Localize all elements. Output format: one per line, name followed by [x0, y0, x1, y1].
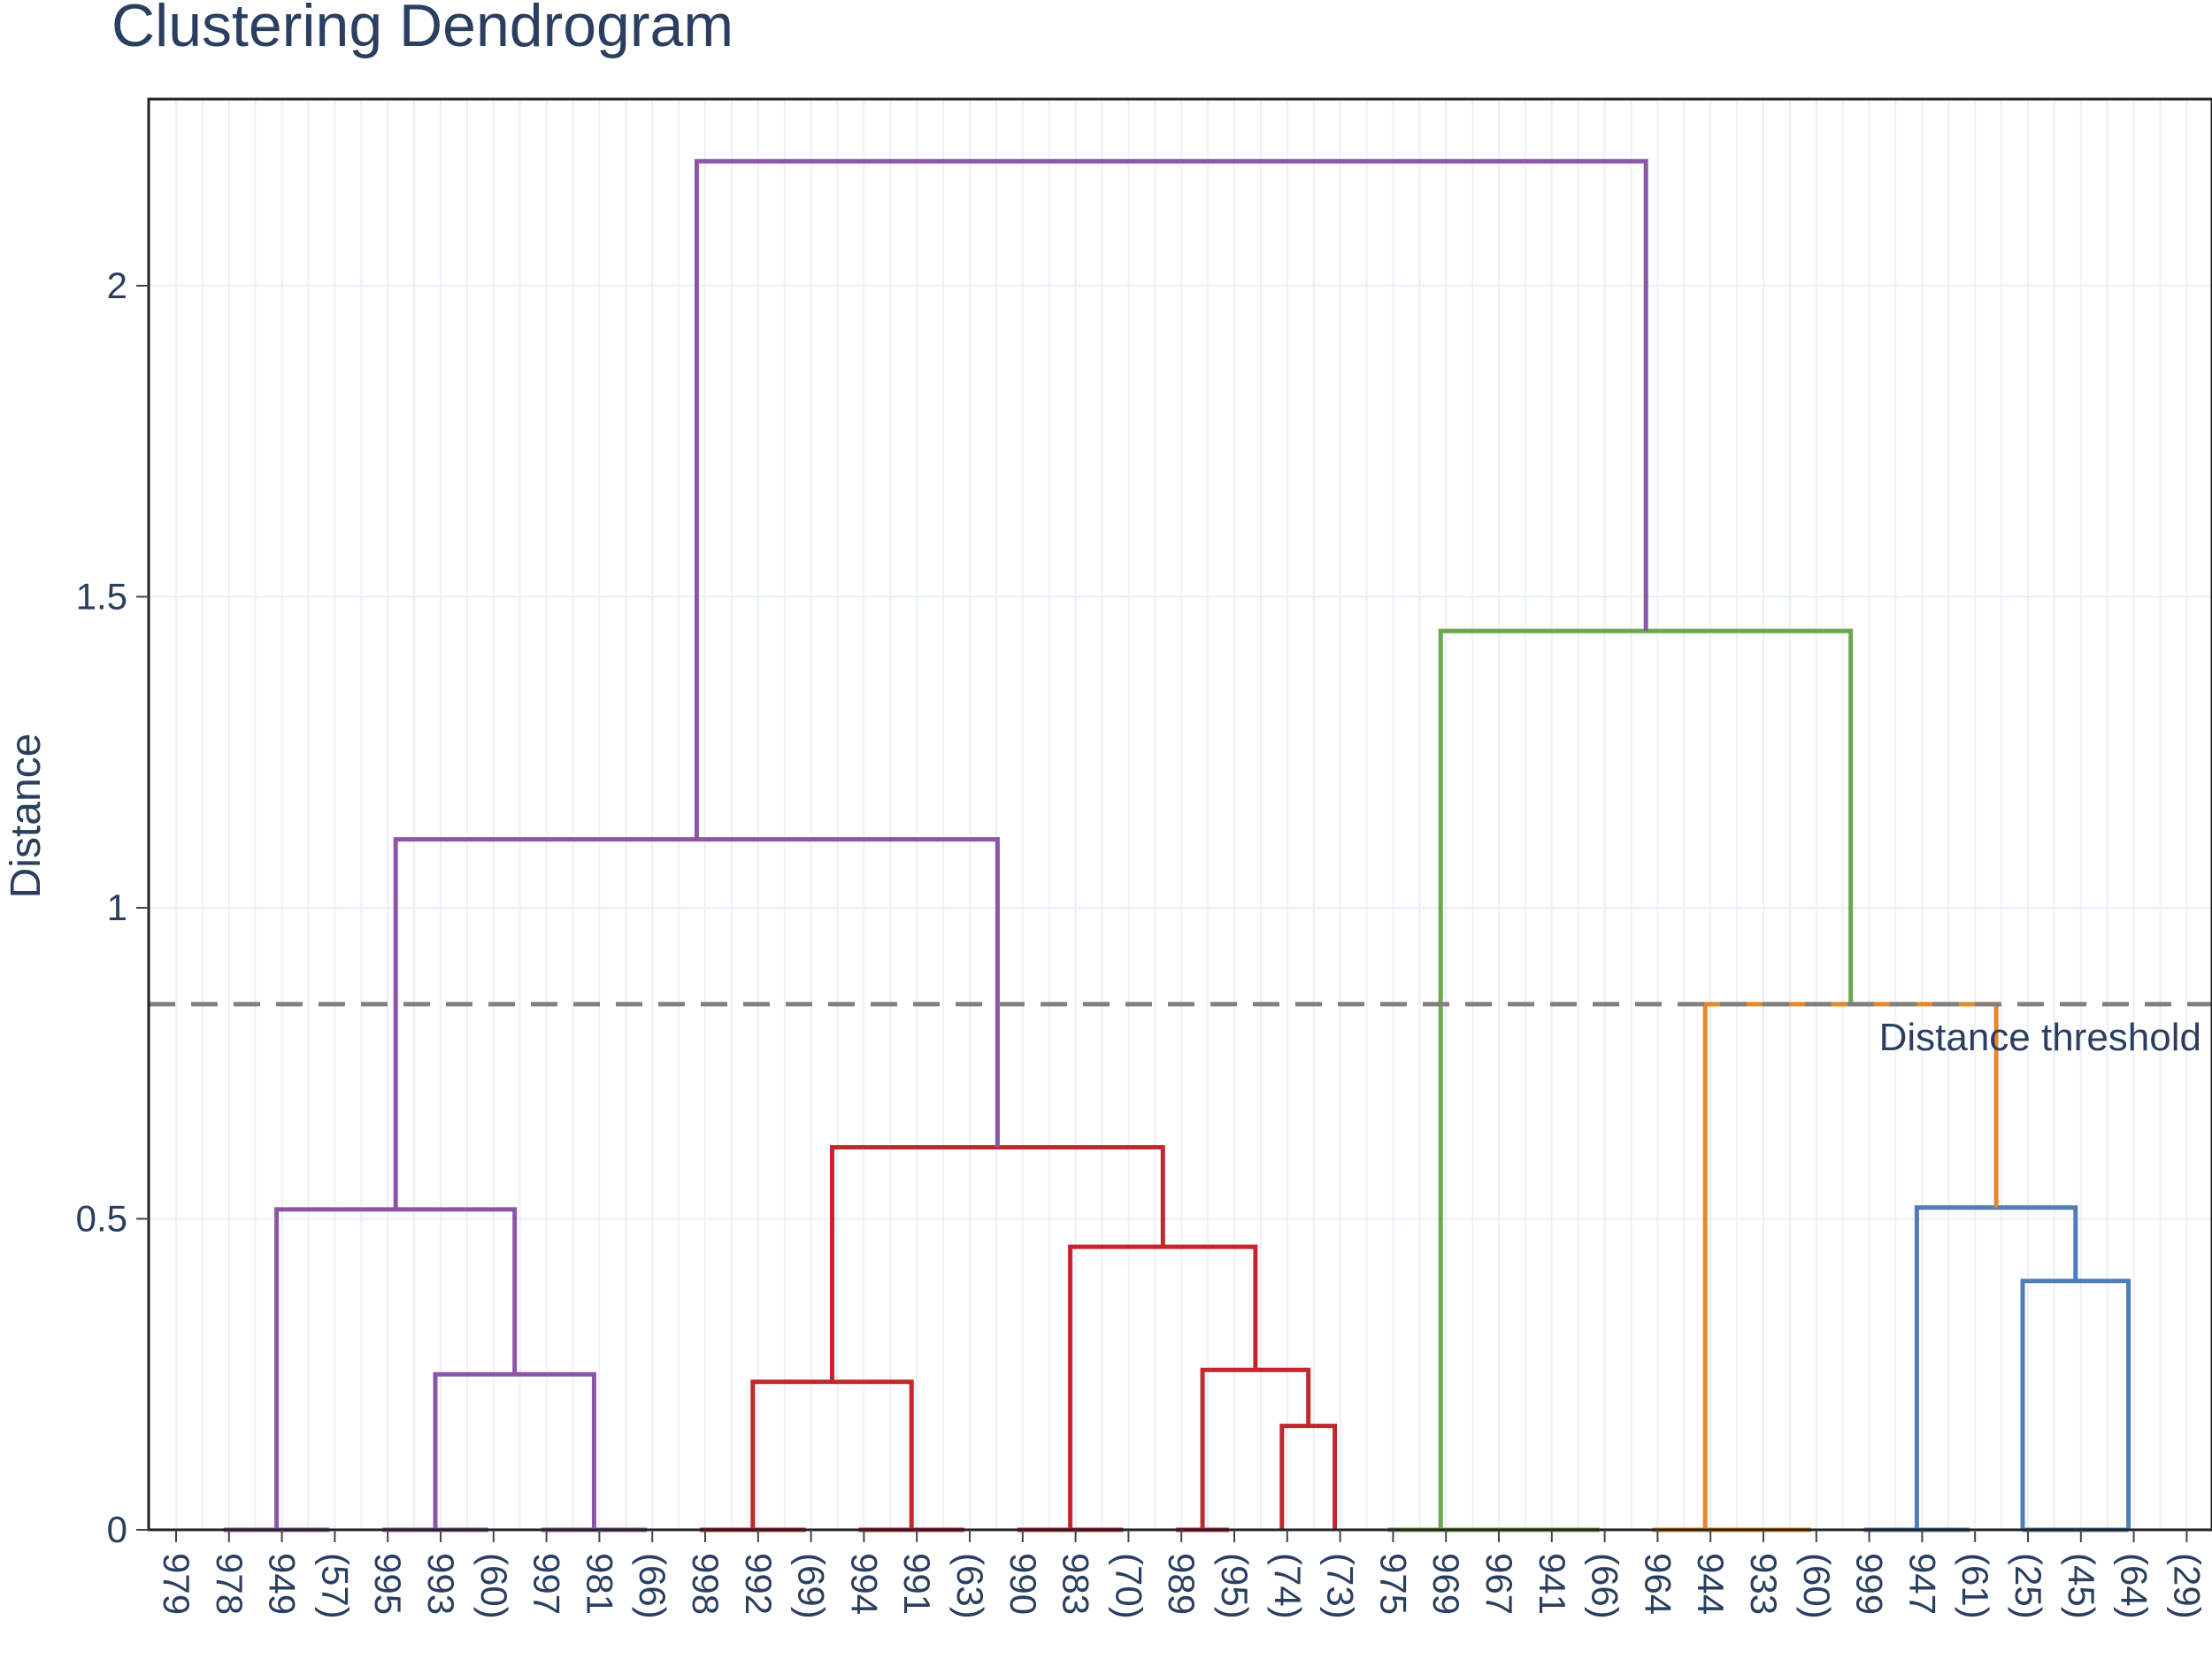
y-tick-label: 1.5 [76, 575, 127, 617]
leaf-label: (70) [1108, 1553, 1149, 1619]
leaf-label: 999 [1849, 1553, 1891, 1615]
dendrogram-link-purple [694, 158, 1648, 840]
x-axis-ticks: 979 978 949 (57) 995 993 (60) 997 981 (66) 998 992 (… [156, 1530, 2208, 1619]
leaf-label: (66) [632, 1553, 673, 1619]
leaf-label: (25) [2008, 1553, 2049, 1619]
leaf-label: 990 [1002, 1553, 1044, 1615]
leaf-label: (64) [2114, 1553, 2155, 1619]
distance-threshold-label: Distance threshold [1879, 1016, 2201, 1059]
leaf-label: (61) [1955, 1553, 1996, 1619]
leaf-label: 994 [843, 1553, 885, 1615]
y-tick-label: 2 [107, 265, 127, 306]
leaf-label: 998 [685, 1553, 726, 1615]
leaf-label: 933 [1743, 1553, 1785, 1615]
leaf-label: (69) [791, 1553, 833, 1619]
leaf-label: (73) [1320, 1553, 1362, 1619]
leaf-label: (45) [2061, 1553, 2102, 1619]
leaf-label: 995 [367, 1553, 409, 1615]
leaf-label: 992 [738, 1553, 780, 1615]
leaf-label: 975 [1372, 1553, 1414, 1615]
leaf-label: 989 [1161, 1553, 1202, 1615]
y-tick-label: 0.5 [76, 1197, 127, 1239]
leaf-label: 969 [1425, 1553, 1467, 1615]
leaf-label: 978 [209, 1553, 250, 1615]
leaf-label: 997 [526, 1553, 568, 1615]
leaf-label: 983 [1056, 1553, 1097, 1615]
leaf-label: 981 [579, 1553, 620, 1615]
leaf-label: 964 [1637, 1553, 1678, 1615]
chart-title: Clustering Dendrogram [111, 0, 733, 59]
grid-lines [149, 99, 2212, 1531]
leaf-label: 944 [1690, 1553, 1732, 1615]
y-axis-ticks: 0 0.5 1 1.5 2 [76, 265, 149, 1550]
leaf-label: (60) [1796, 1553, 1838, 1619]
y-axis-title: Distance [3, 733, 50, 899]
leaf-label: (66) [1585, 1553, 1626, 1619]
leaf-label: (63) [949, 1553, 991, 1619]
leaf-label: (74) [1267, 1553, 1309, 1619]
leaf-label: (60) [473, 1553, 515, 1619]
threshold-group: Distance threshold [149, 1002, 2212, 1059]
leaf-label: (95) [1214, 1553, 1256, 1619]
leaf-label: (57) [314, 1553, 356, 1619]
y-tick-label: 1 [107, 887, 127, 928]
leaf-label: 949 [262, 1553, 303, 1615]
leaf-label: 941 [1532, 1553, 1573, 1615]
y-tick-label: 0 [107, 1509, 127, 1550]
leaf-label: (29) [2166, 1553, 2208, 1619]
plot-frame [147, 97, 2212, 1532]
leaf-label: 991 [896, 1553, 938, 1615]
leaf-label: 947 [1901, 1553, 1943, 1615]
leaf-label: 979 [156, 1553, 197, 1615]
leaf-label: 993 [420, 1553, 462, 1615]
leaf-label: 967 [1479, 1553, 1520, 1615]
